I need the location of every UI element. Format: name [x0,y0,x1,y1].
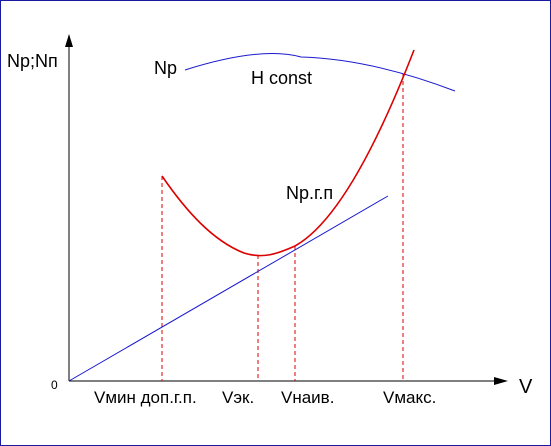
curve-label-np-gp: Np.г.п [286,183,333,203]
annotation-h-const: H const [251,68,312,88]
origin-label: 0 [51,378,58,392]
marker-label-vek: Vэк. [222,388,254,407]
y-axis-label: Np;Nп [7,51,58,71]
marker-label-vnaiv: Vнаив. [281,388,334,407]
y-axis-arrow [65,34,73,47]
curve-np-gp [161,49,415,257]
x-axis-arrow [494,377,508,385]
tangent-line [68,195,389,382]
curve-np [184,53,456,92]
curve-label-np: Np [154,58,177,78]
x-axis-label: V [519,376,533,398]
marker-label-vmin: Vмин доп.г.п. [94,388,197,407]
marker-label-vmaks: Vмакс. [383,388,436,407]
